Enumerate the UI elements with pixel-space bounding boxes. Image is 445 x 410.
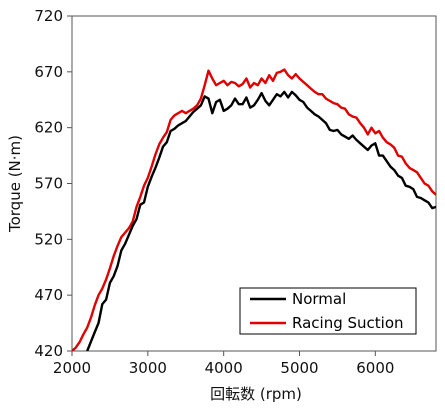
y-tick-label: 620 [34,119,63,137]
legend-label-normal: Normal [292,290,346,308]
plot-area [71,15,437,352]
y-tick-label: 570 [34,175,63,193]
series-layer [72,68,436,351]
y-tick-label: 720 [34,7,63,25]
legend-box [239,287,417,335]
x-tick-label: 4000 [205,359,243,377]
plot-frame [71,15,437,352]
legend-label-racing-suction: Racing Suction [292,314,404,332]
x-axis-ticks: 2000 3000 4000 5000 6000 [53,351,394,377]
legend: Normal Racing Suction [239,287,417,335]
series-line-racing-suction [72,68,436,351]
y-tick-label: 420 [34,342,63,360]
y-axis-label: Torque (N·m) [6,135,24,233]
y-tick-label: 670 [34,63,63,81]
series-line-normal [86,90,436,351]
y-tick-label: 520 [34,230,63,248]
x-tick-label: 2000 [53,359,91,377]
y-axis-ticks: 420 470 520 570 620 670 720 [34,7,72,360]
y-tick-label: 470 [34,286,63,304]
x-tick-label: 3000 [129,359,167,377]
x-tick-label: 6000 [356,359,394,377]
x-axis-label: 回転数 (rpm) [210,385,302,403]
x-tick-label: 5000 [280,359,318,377]
